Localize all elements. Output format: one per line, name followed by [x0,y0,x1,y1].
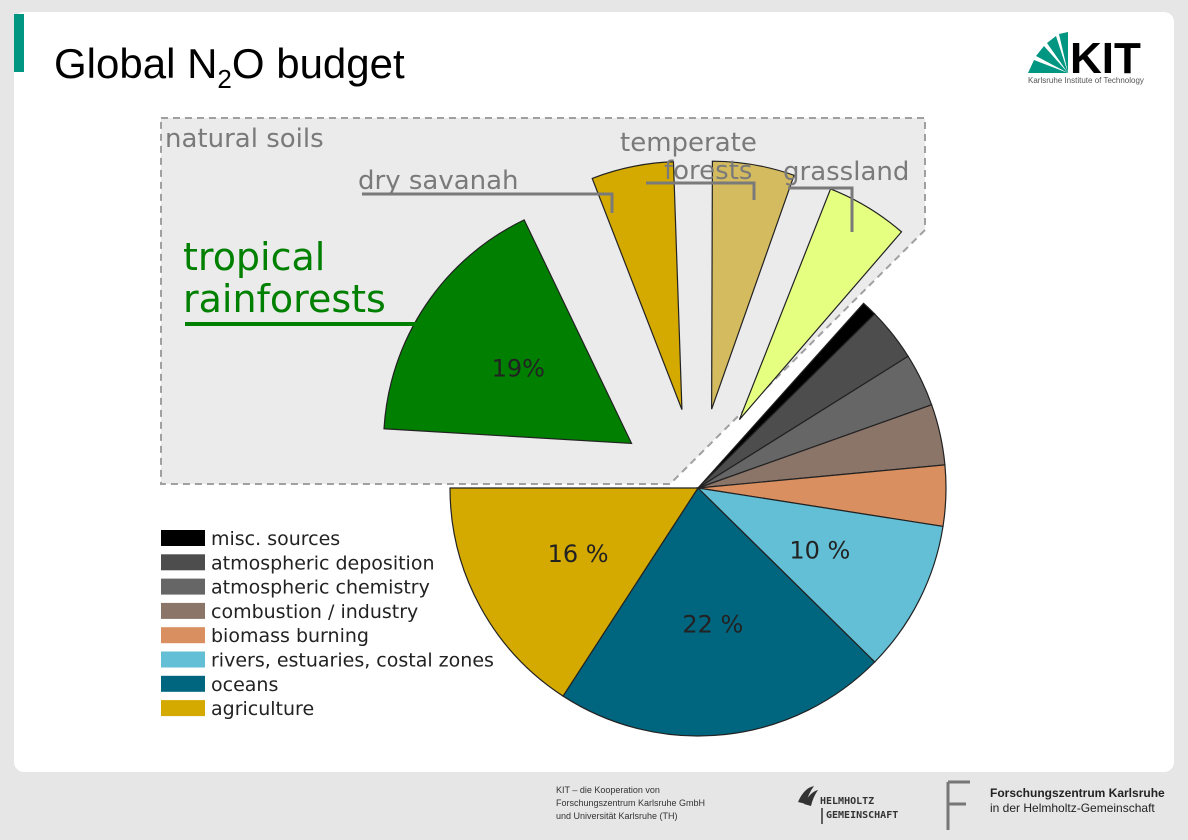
kit-logo: KIT [1028,32,1141,83]
natural-soils-label: natural soils [165,124,324,154]
helmholtz-logo: HELMHOLTZ GEMEINSCHAFT [798,786,898,824]
pie-slice-dry-savanah [591,161,683,410]
tropical-callout-line1: tropical [183,235,325,279]
pie-slice-tropical-rainforests [383,219,633,445]
slice-label-oceans: 22 % [682,611,743,639]
footer-line: KIT – die Kooperation von [556,785,660,795]
kit-logo-subtitle: Karlsruhe Institute of Technology [1028,76,1144,85]
fzk-line1: Forschungszentrum Karlsruhe [990,786,1165,800]
slice-label-rivers-estuaries-costal-zones: 10 % [789,536,850,564]
slide-title: Global N2O budget [54,40,405,94]
pie-slice-rivers-estuaries-costal-zones [696,487,944,663]
temperate-leader-line [646,181,756,200]
legend-swatch-atmospheric-chemistry [161,578,205,595]
pie-slice-agriculture [449,487,700,697]
legend-label-combustion-industry: combustion / industry [211,601,418,623]
savanah-leader-line [362,192,614,213]
slice-label-tropical-rainforests: 19% [492,354,545,382]
grassland-leader-line [788,186,854,232]
legend-label-agriculture: agriculture [211,698,314,720]
legend-swatch-atmospheric-deposition [161,554,205,571]
fzk-logo [946,780,970,830]
pie-slice-temperate-forests [711,160,795,410]
legend-label-misc-sources: misc. sources [211,528,340,550]
grassland-callout: grassland [783,157,909,187]
legend-swatch-agriculture [161,700,205,717]
fzk-text: Forschungszentrum Karlsruhe in der Helmh… [990,786,1165,816]
footer-text: KIT – die Kooperation von Forschungszent… [556,784,756,823]
helmholtz-line1: HELMHOLTZ [820,796,874,807]
legend-label-atmospheric-deposition: atmospheric deposition [211,552,435,574]
fzk-line2: in der Helmholtz-Gemeinschaft [990,801,1155,815]
pie-slice-oceans [562,487,876,737]
legend-swatch-biomass-burning [161,627,205,644]
footer-line: und Universität Karlsruhe (TH) [556,811,678,821]
title-subscript: 2 [217,64,232,94]
legend-swatch-misc-sources [161,530,205,546]
legend-label-oceans: oceans [211,674,278,696]
kit-logo-text: KIT [1070,34,1141,83]
slice-label-agriculture: 16 % [548,540,609,568]
accent-bar [14,14,24,72]
footer-line: Forschungszentrum Karlsruhe GmbH [556,798,706,808]
legend-swatch-combustion-industry [161,602,205,619]
tropical-callout-line2: rainforests [183,277,386,321]
legend-label-atmospheric-chemistry: atmospheric chemistry [211,577,430,599]
savanah-callout: dry savanah [358,166,519,196]
legend-label-biomass-burning: biomass burning [211,625,369,647]
tropical-leader-line [185,322,440,332]
temperate-callout-line2: forests [664,156,752,186]
legend-swatch-oceans [161,675,205,692]
legend-swatch-rivers-estuaries-costal-zones [161,651,205,668]
legend-label-rivers-estuaries-costal-zones: rivers, estuaries, costal zones [211,650,494,672]
temperate-callout-line1: temperate [620,128,757,158]
helmholtz-line2: GEMEINSCHAFT [826,810,898,821]
